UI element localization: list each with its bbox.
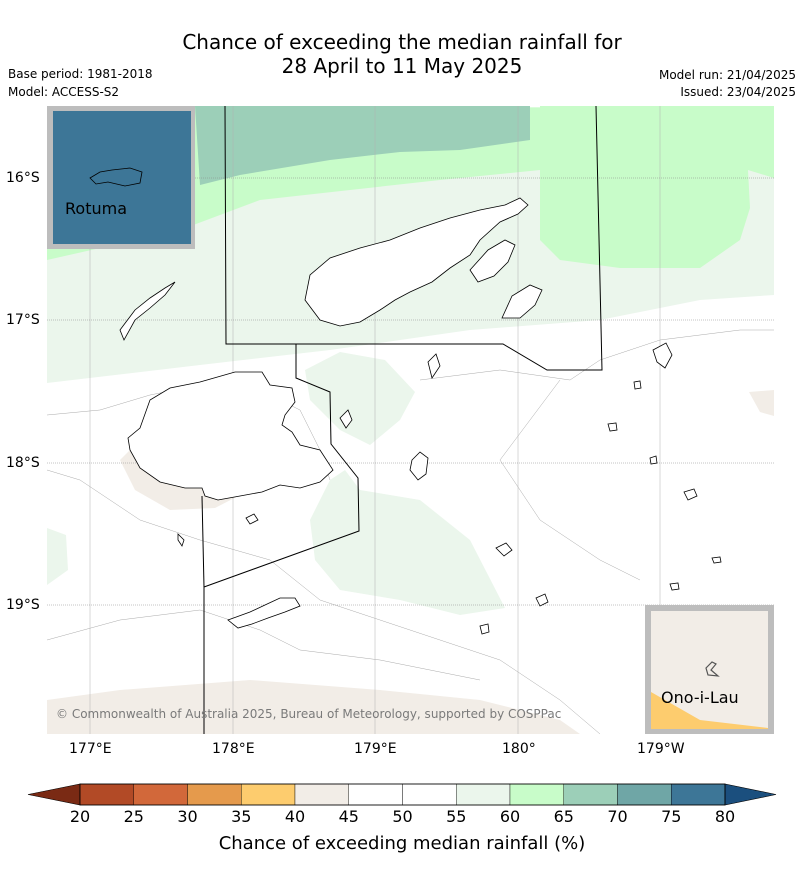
- colorbar-tick-label: 25: [123, 807, 144, 826]
- colorbar-segment: [617, 783, 672, 806]
- boundary-lines: [201, 105, 603, 734]
- taveuni-island: [469, 239, 516, 283]
- colorbar-segment: [241, 783, 296, 806]
- lat-tick-19s: 19°S: [6, 597, 40, 613]
- colorbar-segment: [456, 783, 511, 806]
- lat-tick-18s: 18°S: [6, 455, 40, 471]
- colorbar-segment: [348, 783, 403, 806]
- base-period: Base period: 1981-2018: [8, 67, 153, 81]
- colorbar-right-arrow: [724, 783, 777, 806]
- colorbar-tick-label: 35: [231, 807, 252, 826]
- colorbar-segment: [294, 783, 349, 806]
- lat-tick-16s: 16°S: [6, 170, 40, 186]
- issued-date: Issued: 23/04/2025: [680, 85, 796, 99]
- colorbar-segment: [509, 783, 564, 806]
- colorbar-segment: [133, 783, 188, 806]
- viti-levu-island: [127, 371, 334, 501]
- vanua-levu-island: [304, 197, 529, 327]
- ono-i-lau-island-shape: [705, 661, 720, 677]
- colorbar-tick-label: 70: [607, 807, 628, 826]
- colorbar-tick-label: 80: [714, 807, 736, 826]
- rotuma-island-shape: [89, 167, 143, 187]
- lon-tick-178e: 178°E: [212, 741, 255, 757]
- colorbar-tick-label: 45: [338, 807, 359, 826]
- colorbar-segment: [79, 783, 134, 806]
- rotuma-inset: [47, 106, 195, 249]
- copyright-notice: © Commonwealth of Australia 2025, Bureau…: [56, 707, 562, 721]
- colorbar-tick-label: 60: [499, 807, 521, 826]
- colorbar-tick-label: 75: [661, 807, 682, 826]
- colorbar-tick-label: 20: [69, 807, 91, 826]
- lat-tick-17s: 17°S: [6, 312, 40, 328]
- rotuma-label: Rotuma: [65, 199, 127, 218]
- colorbar-tick-label: 30: [177, 807, 198, 826]
- colorbar-tick-label: 65: [553, 807, 574, 826]
- colorbar-segment: [402, 783, 457, 806]
- colorbar-tick-label: 40: [284, 807, 306, 826]
- map-title-line2: 28 April to 11 May 2025: [281, 54, 523, 78]
- lon-tick-179e: 179°E: [354, 741, 397, 757]
- colorbar-outline: [79, 783, 726, 806]
- colorbar-segment: [563, 783, 618, 806]
- colorbar-title: Chance of exceeding median rainfall (%): [218, 833, 586, 854]
- colorbar: [27, 783, 777, 806]
- lon-tick-179w: 179°W: [637, 741, 685, 757]
- kadavu-island: [227, 597, 301, 629]
- model-name: Model: ACCESS-S2: [8, 85, 120, 99]
- colorbar-left-arrow: [27, 783, 81, 806]
- colorbar-segment: [187, 783, 242, 806]
- colorbar-segment: [671, 783, 726, 806]
- islands: [119, 197, 722, 635]
- ono-i-lau-label: Ono-i-Lau: [661, 688, 739, 707]
- map-title-line1: Chance of exceeding the median rainfall …: [182, 30, 622, 54]
- colorbar-tick-label: 55: [446, 807, 467, 826]
- lon-tick-180: 180°: [502, 741, 536, 757]
- colorbar-tick-label: 50: [392, 807, 413, 826]
- model-run-date: Model run: 21/04/2025: [658, 68, 796, 82]
- lon-tick-177e: 177°E: [69, 741, 112, 757]
- ono-i-lau-inset: [645, 605, 774, 734]
